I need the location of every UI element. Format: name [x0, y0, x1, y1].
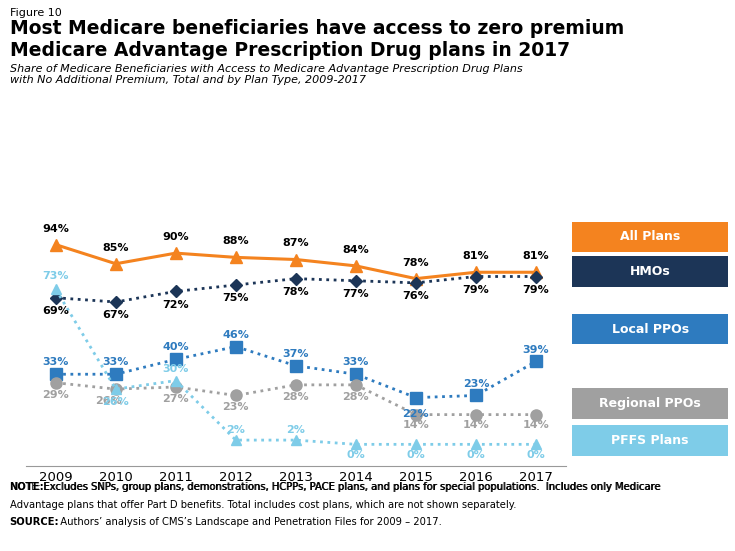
Text: 39%: 39% — [523, 344, 549, 354]
Text: 75%: 75% — [223, 293, 249, 304]
Text: 33%: 33% — [43, 357, 69, 368]
Text: 85%: 85% — [102, 242, 129, 253]
Text: All Plans: All Plans — [620, 230, 680, 243]
Text: Most Medicare beneficiaries have access to zero premium: Most Medicare beneficiaries have access … — [10, 19, 624, 38]
Text: 33%: 33% — [343, 357, 369, 368]
Text: 27%: 27% — [162, 394, 189, 404]
Text: Medicare Advantage Prescription Drug plans in 2017: Medicare Advantage Prescription Drug pla… — [10, 41, 570, 60]
Text: 29%: 29% — [43, 390, 69, 399]
Text: 23%: 23% — [462, 379, 490, 388]
Text: Excludes SNPs, group plans, demonstrations, HCPPs, PACE plans, and plans for spe: Excludes SNPs, group plans, demonstratio… — [40, 482, 661, 492]
Text: 28%: 28% — [282, 392, 309, 402]
Text: SOURCE:: SOURCE: — [10, 517, 60, 527]
Text: NOTE:: NOTE: — [10, 482, 44, 492]
Text: THE HENRY J.: THE HENRY J. — [656, 493, 702, 498]
Text: 88%: 88% — [223, 236, 249, 246]
Text: 90%: 90% — [162, 232, 189, 242]
Text: 79%: 79% — [462, 285, 490, 295]
Text: KAISER: KAISER — [652, 502, 706, 515]
Text: 84%: 84% — [343, 245, 369, 255]
Text: 26%: 26% — [102, 397, 129, 407]
Text: 81%: 81% — [462, 251, 490, 261]
Text: 76%: 76% — [403, 291, 429, 301]
Text: Authors’ analysis of CMS’s Landscape and Penetration Files for 2009 – 2017.: Authors’ analysis of CMS’s Landscape and… — [54, 517, 442, 527]
Text: Local PPOs: Local PPOs — [612, 323, 689, 336]
Text: 72%: 72% — [162, 300, 189, 310]
Text: 46%: 46% — [223, 329, 249, 339]
Text: 0%: 0% — [406, 450, 426, 460]
Text: 33%: 33% — [103, 357, 129, 368]
Text: PFFS Plans: PFFS Plans — [612, 434, 689, 447]
Text: Share of Medicare Beneficiaries with Access to Medicare Advantage Prescription D: Share of Medicare Beneficiaries with Acc… — [10, 64, 522, 74]
Text: 0%: 0% — [526, 450, 545, 460]
Text: 69%: 69% — [43, 306, 69, 316]
Text: 94%: 94% — [43, 224, 69, 234]
Text: Figure 10: Figure 10 — [10, 8, 61, 18]
Text: 14%: 14% — [523, 420, 549, 430]
Text: 23%: 23% — [223, 402, 249, 413]
Text: 67%: 67% — [102, 310, 129, 320]
Text: 2%: 2% — [226, 424, 245, 435]
Text: 0%: 0% — [346, 450, 365, 460]
Text: 22%: 22% — [403, 409, 429, 419]
Text: 78%: 78% — [282, 287, 309, 297]
Text: 78%: 78% — [403, 257, 429, 268]
Text: Advantage plans that offer Part D benefits. Total includes cost plans, which are: Advantage plans that offer Part D benefi… — [10, 500, 516, 510]
Text: Regional PPOs: Regional PPOs — [599, 397, 701, 410]
Text: 79%: 79% — [523, 285, 549, 295]
Text: 2%: 2% — [287, 424, 305, 435]
Text: FOUNDATION: FOUNDATION — [656, 531, 702, 536]
Text: NOTE: Excludes SNPs, group plans, demonstrations, HCPPs, PACE plans, and plans f: NOTE: Excludes SNPs, group plans, demons… — [10, 482, 661, 492]
Text: 26%: 26% — [96, 396, 122, 406]
Text: HMOs: HMOs — [630, 265, 670, 278]
Text: 0%: 0% — [467, 450, 485, 460]
Text: 28%: 28% — [343, 392, 369, 402]
Text: 14%: 14% — [403, 420, 429, 430]
Text: 77%: 77% — [343, 289, 369, 299]
Text: 73%: 73% — [43, 271, 69, 281]
Text: with No Additional Premium, Total and by Plan Type, 2009-2017: with No Additional Premium, Total and by… — [10, 75, 365, 85]
Text: FAMILY: FAMILY — [653, 514, 705, 527]
Text: 30%: 30% — [162, 364, 189, 374]
Text: 40%: 40% — [162, 342, 189, 353]
Text: 37%: 37% — [282, 349, 309, 359]
Text: 87%: 87% — [282, 239, 309, 249]
Text: 14%: 14% — [462, 420, 490, 430]
Text: 81%: 81% — [523, 251, 549, 261]
